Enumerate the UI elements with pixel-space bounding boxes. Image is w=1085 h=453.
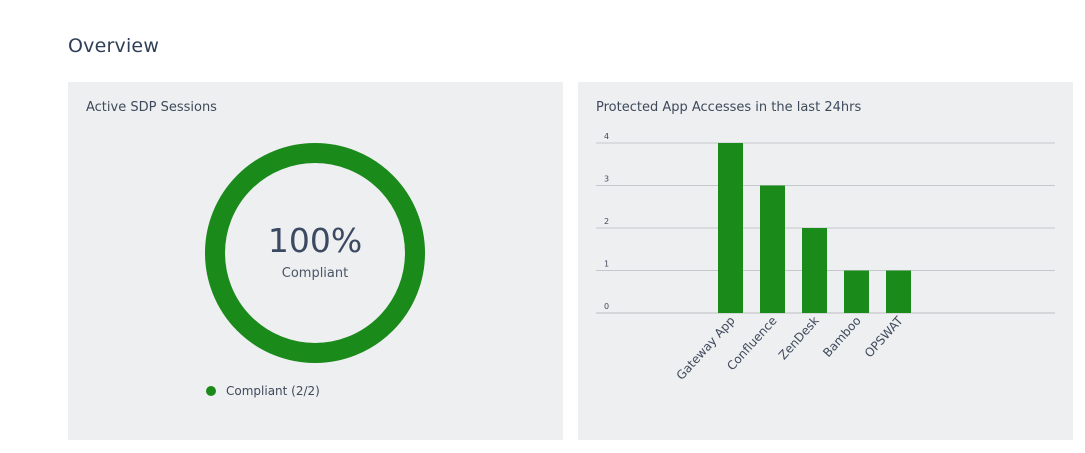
x-tick-label-bamboo: Bamboo: [820, 314, 864, 360]
bar-confluence[interactable]: [760, 185, 785, 314]
active-sdp-sessions-card: Active SDP Sessions 100% Compliant Compl…: [68, 82, 563, 440]
y-tick-label-0: 0: [604, 302, 609, 311]
bar-gateway-app[interactable]: [718, 143, 743, 313]
protected-app-accesses-card: Protected App Accesses in the last 24hrs…: [578, 82, 1073, 440]
y-tick-label-1: 1: [604, 260, 609, 269]
compliance-percent: 100%: [267, 220, 363, 260]
y-tick-label-3: 3: [604, 175, 609, 184]
bar-opswat[interactable]: [886, 270, 911, 314]
x-tick-label-gateway-app: Gateway App: [674, 314, 738, 383]
compliance-status-label: Compliant: [281, 265, 349, 281]
page-title: Overview: [68, 35, 160, 57]
x-tick-label-opswat: OPSWAT: [862, 313, 906, 360]
donut-legend: Compliant (2/2): [206, 384, 320, 398]
donut-compliant-arc: [205, 143, 425, 363]
bar-zendesk[interactable]: [802, 228, 827, 313]
legend-dot-compliant: [206, 386, 216, 396]
legend-label-compliant: Compliant (2/2): [226, 384, 320, 398]
x-tick-label-zendesk: ZenDesk: [776, 314, 822, 363]
y-tick-label-2: 2: [604, 217, 609, 226]
compliance-donut-chart: 100% Compliant: [204, 142, 426, 364]
card-title-active-sessions: Active SDP Sessions: [86, 100, 217, 115]
card-title-app-accesses: Protected App Accesses in the last 24hrs: [596, 100, 862, 115]
bar-bamboo[interactable]: [844, 270, 869, 314]
y-tick-label-4: 4: [604, 132, 609, 141]
